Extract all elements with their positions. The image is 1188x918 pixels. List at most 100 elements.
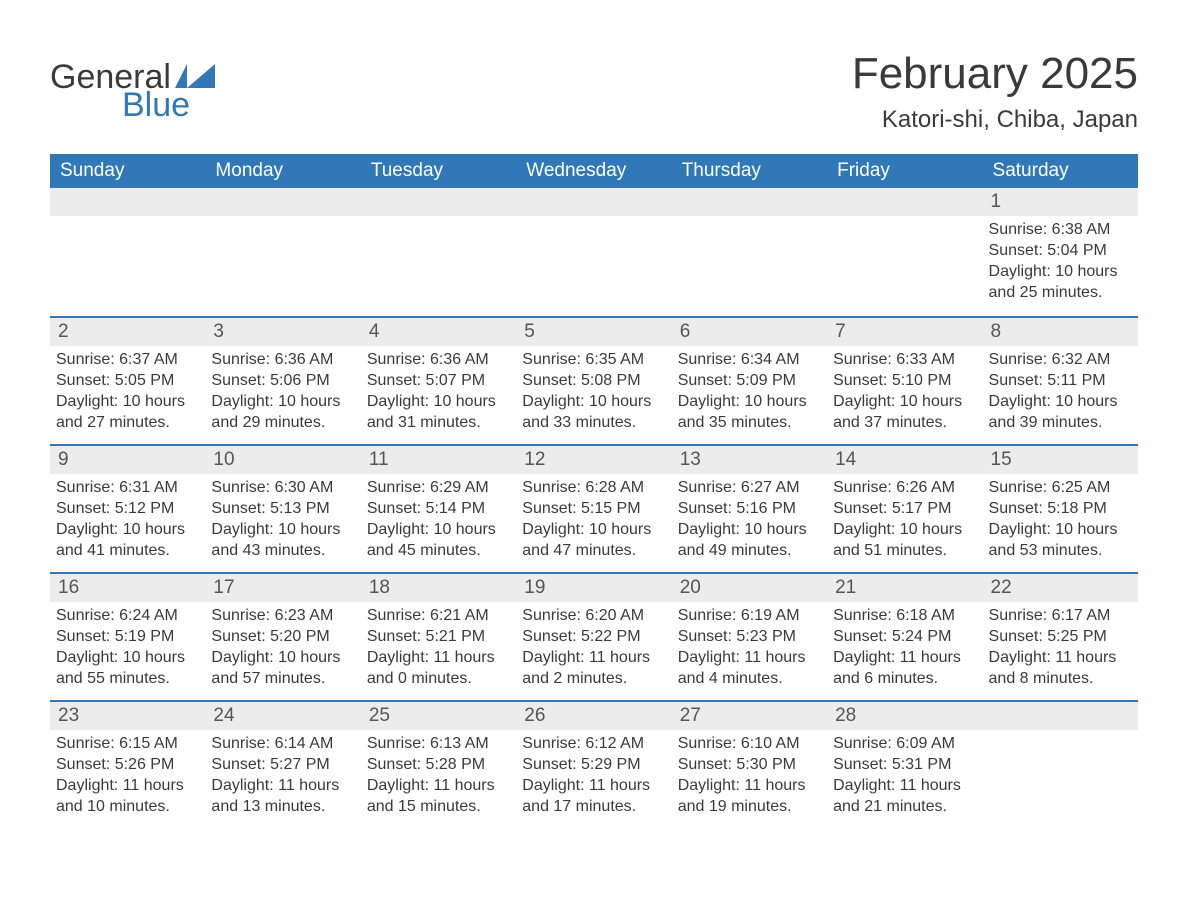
sunrise-text: Sunrise: 6:09 AM <box>833 734 976 754</box>
calendar-grid: SundayMondayTuesdayWednesdayThursdayFrid… <box>50 154 1138 828</box>
day-number: 9 <box>50 446 205 474</box>
day2-text: and 33 minutes. <box>522 413 665 433</box>
sunrise-text: Sunrise: 6:18 AM <box>833 606 976 626</box>
day-number: 28 <box>827 702 982 730</box>
day2-text: and 45 minutes. <box>367 541 510 561</box>
day1-text: Daylight: 10 hours <box>211 520 354 540</box>
day1-text: Daylight: 10 hours <box>833 520 976 540</box>
day2-text: and 21 minutes. <box>833 797 976 817</box>
day2-text: and 8 minutes. <box>989 669 1132 689</box>
day1-text: Daylight: 10 hours <box>367 392 510 412</box>
week-row: 1 Sunrise: 6:38 AMSunset: 5:04 PMDaylight… <box>50 188 1138 316</box>
day-number: 22 <box>983 574 1138 602</box>
sunrise-text: Sunrise: 6:37 AM <box>56 350 199 370</box>
day1-text: Daylight: 11 hours <box>522 776 665 796</box>
weekday-header: Wednesday <box>516 154 671 188</box>
sunrise-text: Sunrise: 6:12 AM <box>522 734 665 754</box>
day-cell-empty <box>205 188 360 316</box>
day2-text: and 27 minutes. <box>56 413 199 433</box>
day1-text: Daylight: 10 hours <box>56 648 199 668</box>
day2-text: and 6 minutes. <box>833 669 976 689</box>
sunrise-text: Sunrise: 6:17 AM <box>989 606 1132 626</box>
day-cell: 13Sunrise: 6:27 AMSunset: 5:16 PMDayligh… <box>672 446 827 572</box>
sunrise-text: Sunrise: 6:19 AM <box>678 606 821 626</box>
month-title: February 2025 <box>852 50 1138 98</box>
day2-text: and 43 minutes. <box>211 541 354 561</box>
day-number: 2 <box>50 318 205 346</box>
day1-text: Daylight: 11 hours <box>989 648 1132 668</box>
sunrise-text: Sunrise: 6:13 AM <box>367 734 510 754</box>
day1-text: Daylight: 10 hours <box>522 392 665 412</box>
day-number: 8 <box>983 318 1138 346</box>
day2-text: and 15 minutes. <box>367 797 510 817</box>
day-number: 24 <box>205 702 360 730</box>
sunset-text: Sunset: 5:21 PM <box>367 627 510 647</box>
sunrise-text: Sunrise: 6:20 AM <box>522 606 665 626</box>
day1-text: Daylight: 11 hours <box>678 776 821 796</box>
sunrise-text: Sunrise: 6:35 AM <box>522 350 665 370</box>
day-number <box>827 188 982 216</box>
day1-text: Daylight: 11 hours <box>522 648 665 668</box>
day2-text: and 47 minutes. <box>522 541 665 561</box>
day-number: 7 <box>827 318 982 346</box>
day-cell: 21Sunrise: 6:18 AMSunset: 5:24 PMDayligh… <box>827 574 982 700</box>
sunset-text: Sunset: 5:25 PM <box>989 627 1132 647</box>
sunset-text: Sunset: 5:28 PM <box>367 755 510 775</box>
day2-text: and 37 minutes. <box>833 413 976 433</box>
sunrise-text: Sunrise: 6:38 AM <box>989 220 1132 240</box>
day1-text: Daylight: 11 hours <box>678 648 821 668</box>
day2-text: and 39 minutes. <box>989 413 1132 433</box>
day-cell: 12Sunrise: 6:28 AMSunset: 5:15 PMDayligh… <box>516 446 671 572</box>
day2-text: and 0 minutes. <box>367 669 510 689</box>
sunrise-text: Sunrise: 6:33 AM <box>833 350 976 370</box>
sunset-text: Sunset: 5:04 PM <box>989 241 1132 261</box>
weekday-header: Sunday <box>50 154 205 188</box>
weekday-header-row: SundayMondayTuesdayWednesdayThursdayFrid… <box>50 154 1138 188</box>
day1-text: Daylight: 10 hours <box>367 520 510 540</box>
day2-text: and 31 minutes. <box>367 413 510 433</box>
sunset-text: Sunset: 5:09 PM <box>678 371 821 391</box>
day-number: 16 <box>50 574 205 602</box>
day-cell: 27Sunrise: 6:10 AMSunset: 5:30 PMDayligh… <box>672 702 827 828</box>
day-cell: 25 Sunrise: 6:13 AMSunset: 5:28 PMDayligh… <box>361 702 516 828</box>
sunrise-text: Sunrise: 6:28 AM <box>522 478 665 498</box>
day1-text: Daylight: 10 hours <box>56 520 199 540</box>
brand-logo: General Blue <box>50 50 215 122</box>
sunrise-text: Sunrise: 6:36 AM <box>367 350 510 370</box>
sunset-text: Sunset: 5:06 PM <box>211 371 354 391</box>
day-number: 13 <box>672 446 827 474</box>
day-cell: 17Sunrise: 6:23 AMSunset: 5:20 PMDayligh… <box>205 574 360 700</box>
weekday-header: Monday <box>205 154 360 188</box>
day-cell: 22 Sunrise: 6:17 AMSunset: 5:25 PMDayligh… <box>983 574 1138 700</box>
day-cell-empty <box>672 188 827 316</box>
day2-text: and 51 minutes. <box>833 541 976 561</box>
sunset-text: Sunset: 5:19 PM <box>56 627 199 647</box>
day-number: 14 <box>827 446 982 474</box>
day1-text: Daylight: 10 hours <box>56 392 199 412</box>
sunset-text: Sunset: 5:15 PM <box>522 499 665 519</box>
day-number: 4 <box>361 318 516 346</box>
day-cell: 1 Sunrise: 6:38 AMSunset: 5:04 PMDaylight… <box>983 188 1138 316</box>
sunrise-text: Sunrise: 6:23 AM <box>211 606 354 626</box>
day-number: 26 <box>516 702 671 730</box>
day-cell: 26Sunrise: 6:12 AMSunset: 5:29 PMDayligh… <box>516 702 671 828</box>
sunrise-text: Sunrise: 6:25 AM <box>989 478 1132 498</box>
day-number <box>983 702 1138 730</box>
brand-flag-icon <box>175 64 215 88</box>
day-cell: 10Sunrise: 6:30 AMSunset: 5:13 PMDayligh… <box>205 446 360 572</box>
sunrise-text: Sunrise: 6:24 AM <box>56 606 199 626</box>
weeks-container: 1Sunrise: 6:38 AMSunset: 5:04 PMDaylight… <box>50 188 1138 828</box>
day-number: 19 <box>516 574 671 602</box>
day-number: 1 <box>983 188 1138 216</box>
day-number: 25 <box>361 702 516 730</box>
day2-text: and 53 minutes. <box>989 541 1132 561</box>
day-number: 3 <box>205 318 360 346</box>
week-row: 16Sunrise: 6:24 AMSunset: 5:19 PMDayligh… <box>50 572 1138 700</box>
sunset-text: Sunset: 5:11 PM <box>989 371 1132 391</box>
day-number: 10 <box>205 446 360 474</box>
sunrise-text: Sunrise: 6:27 AM <box>678 478 821 498</box>
day-number: 21 <box>827 574 982 602</box>
day1-text: Daylight: 11 hours <box>367 776 510 796</box>
sunrise-text: Sunrise: 6:31 AM <box>56 478 199 498</box>
day1-text: Daylight: 10 hours <box>989 262 1132 282</box>
